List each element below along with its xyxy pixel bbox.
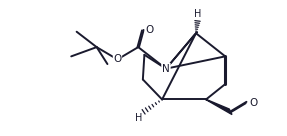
Text: H: H bbox=[135, 113, 142, 123]
Polygon shape bbox=[166, 32, 198, 69]
Text: N: N bbox=[162, 64, 170, 74]
Text: H: H bbox=[194, 9, 201, 19]
Text: O: O bbox=[113, 54, 122, 64]
Polygon shape bbox=[206, 99, 232, 115]
Text: O: O bbox=[145, 25, 154, 35]
Text: O: O bbox=[249, 98, 257, 108]
